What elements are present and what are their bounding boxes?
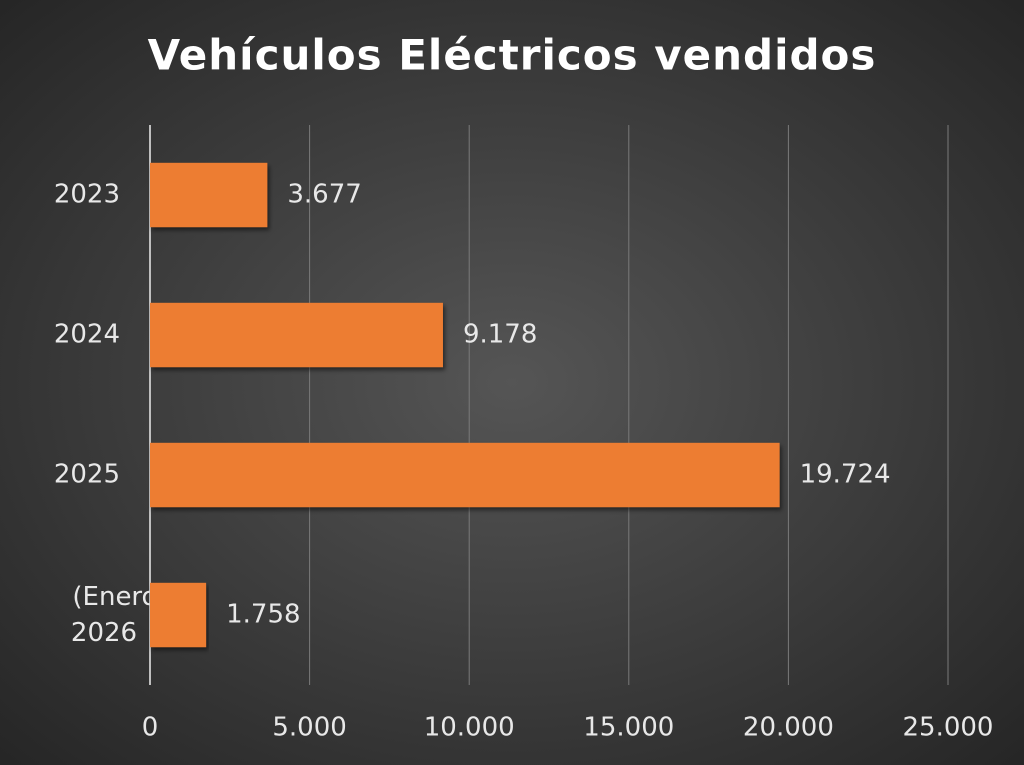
x-tick-label: 25.000 xyxy=(903,713,994,743)
x-tick-label: 0 xyxy=(142,713,159,743)
chart-title: Vehículos Eléctricos vendidos xyxy=(148,31,877,80)
y-tick-label: 2025 xyxy=(54,460,120,490)
value-label: 3.677 xyxy=(287,180,361,210)
x-tick-label: 20.000 xyxy=(743,713,834,743)
bar xyxy=(150,582,207,648)
bar xyxy=(150,302,443,368)
y-tick-label: 2024 xyxy=(54,320,120,350)
bar xyxy=(150,442,780,508)
x-tick-label: 15.000 xyxy=(583,713,674,743)
value-label: 1.758 xyxy=(226,600,300,630)
bar xyxy=(150,162,268,228)
y-tick-label: 2023 xyxy=(54,180,120,210)
x-tick-label: 5.000 xyxy=(272,713,346,743)
x-tick-label: 10.000 xyxy=(424,713,515,743)
value-label: 9.178 xyxy=(463,320,537,350)
value-label: 19.724 xyxy=(800,460,891,490)
